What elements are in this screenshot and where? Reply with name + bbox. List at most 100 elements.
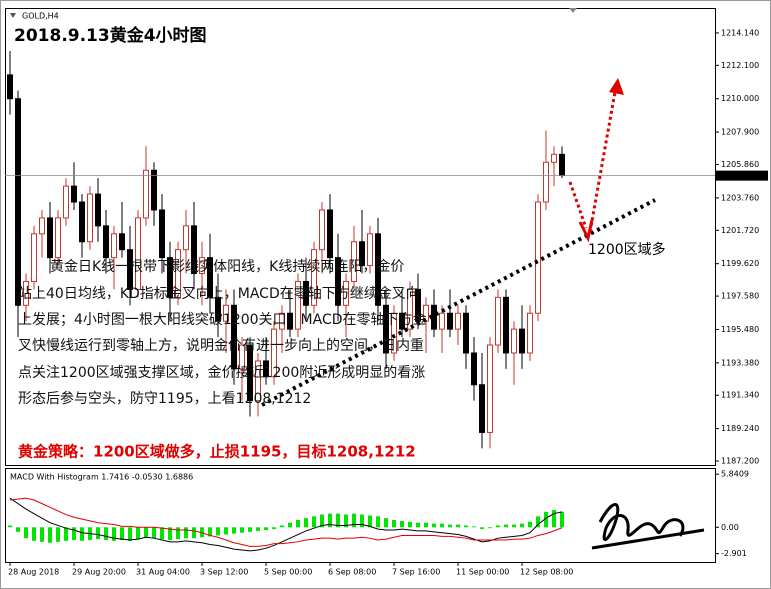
candle-body	[135, 217, 141, 290]
macd-bar	[192, 527, 196, 539]
macd-bar	[480, 527, 484, 530]
candle-body	[519, 328, 525, 354]
macd-panel-frame	[5, 468, 716, 563]
macd-bar	[232, 527, 236, 534]
macd-bar	[424, 522, 428, 528]
paragraph-line: 上发展；4小时图一根大阳线突破1200关口，MACD在零轴下方金	[18, 312, 427, 328]
macd-bar	[40, 527, 44, 542]
x-tick-label: 29 Aug 20:00	[72, 568, 126, 577]
y-tick-label: 1187.200	[721, 457, 759, 466]
macd-bar	[376, 516, 380, 528]
candle-body	[487, 344, 493, 433]
macd-bar	[128, 527, 132, 541]
y-tick-label: 1214.140	[721, 28, 759, 37]
macd-bar	[312, 516, 316, 528]
macd-title: MACD With Histogram 1.7416 -0.0530 1.688…	[10, 473, 193, 482]
candle-body	[95, 193, 101, 227]
last-price-label: 1205.160	[719, 171, 757, 180]
macd-line	[9, 497, 563, 552]
candle-body	[527, 312, 533, 354]
macd-y-tick-label: 0.00	[721, 523, 739, 532]
candle-body	[503, 296, 509, 354]
macd-bar	[328, 513, 332, 528]
macd-bar	[16, 527, 20, 532]
candle-body	[207, 257, 213, 298]
y-tick-label: 1205.860	[721, 160, 759, 169]
paragraph-line: 形态后参与空头，防守1195，上看1208,1212	[18, 390, 311, 407]
y-tick-label: 1195.480	[721, 325, 759, 334]
x-tick-label: 28 Aug 2018	[8, 568, 59, 577]
macd-bar	[64, 527, 68, 541]
macd-bar	[360, 514, 364, 528]
macd-bar	[320, 514, 324, 528]
candle-body	[359, 241, 365, 267]
macd-bar	[552, 510, 556, 528]
macd-bar	[432, 523, 436, 528]
candle-body	[119, 233, 125, 251]
macd-bar	[560, 511, 564, 528]
paragraph-line: 站上40日均线，KD指标金叉向上，MACD在零轴下方继续金叉向	[18, 285, 420, 302]
candle-body	[191, 225, 197, 275]
macd-y-tick-label: -2.901	[721, 549, 747, 558]
macd-bar	[144, 527, 148, 538]
macd-bar	[512, 524, 516, 528]
candle-body	[223, 304, 229, 322]
y-tick-label: 1201.720	[721, 226, 759, 235]
candle-body	[215, 296, 221, 322]
macd-bar	[104, 527, 108, 540]
candle-body	[367, 233, 373, 267]
y-tick-label: 1193.380	[721, 358, 759, 367]
macd-bar	[112, 527, 116, 541]
candle-body	[319, 209, 325, 251]
macd-bar	[352, 513, 356, 528]
candle-body	[383, 304, 389, 354]
x-tick-label: 5 Sep 00:00	[264, 568, 312, 577]
macd-bar	[384, 518, 388, 528]
symbol-icon	[10, 13, 16, 18]
macd-bar	[24, 527, 28, 539]
macd-bar	[216, 527, 220, 536]
candle-body	[271, 328, 277, 378]
x-tick-label: 6 Sep 08:00	[328, 568, 376, 577]
last-price-box	[716, 170, 768, 181]
macd-y-tick-label: 5.8409	[721, 470, 749, 479]
candle-body	[375, 233, 381, 306]
candle-body	[55, 217, 61, 259]
macd-bar	[136, 527, 140, 540]
macd-bar	[472, 526, 476, 528]
symbol-label: GOLD,H4	[22, 12, 59, 21]
price-panel-frame	[5, 8, 716, 466]
candle-body	[127, 249, 133, 290]
x-tick-label: 11 Sep 00:00	[456, 568, 509, 577]
paragraph-line: 点关注1200区域强支撑区域，金价接近1200附近形成明显的看涨	[18, 364, 425, 381]
candle-body	[511, 328, 517, 354]
candle-body	[39, 217, 45, 235]
candle-body	[263, 360, 269, 378]
candle-body	[535, 201, 541, 314]
macd-bar	[56, 527, 60, 542]
candle-body	[311, 249, 317, 306]
candles	[7, 51, 565, 449]
macd-bar	[32, 527, 36, 541]
y-tick-label: 1199.620	[721, 259, 759, 268]
macd-bar	[160, 527, 164, 540]
candle-body	[183, 225, 189, 251]
macd-bar	[288, 522, 292, 528]
macd-bar	[416, 522, 420, 528]
shift-marker	[569, 8, 577, 13]
candle-body	[199, 257, 205, 275]
macd-bar	[336, 513, 340, 528]
candle-body	[455, 312, 461, 330]
macd-bar	[528, 521, 532, 528]
y-tick-label: 1197.580	[721, 292, 759, 301]
macd-bar	[400, 520, 404, 528]
macd-bar	[240, 527, 244, 533]
macd-bar	[152, 527, 156, 539]
macd-bar	[496, 525, 500, 528]
arrow-head	[609, 78, 624, 95]
macd-bar	[96, 527, 100, 540]
macd-line	[9, 497, 563, 547]
candle-body	[407, 288, 413, 330]
candle-body	[15, 98, 21, 306]
